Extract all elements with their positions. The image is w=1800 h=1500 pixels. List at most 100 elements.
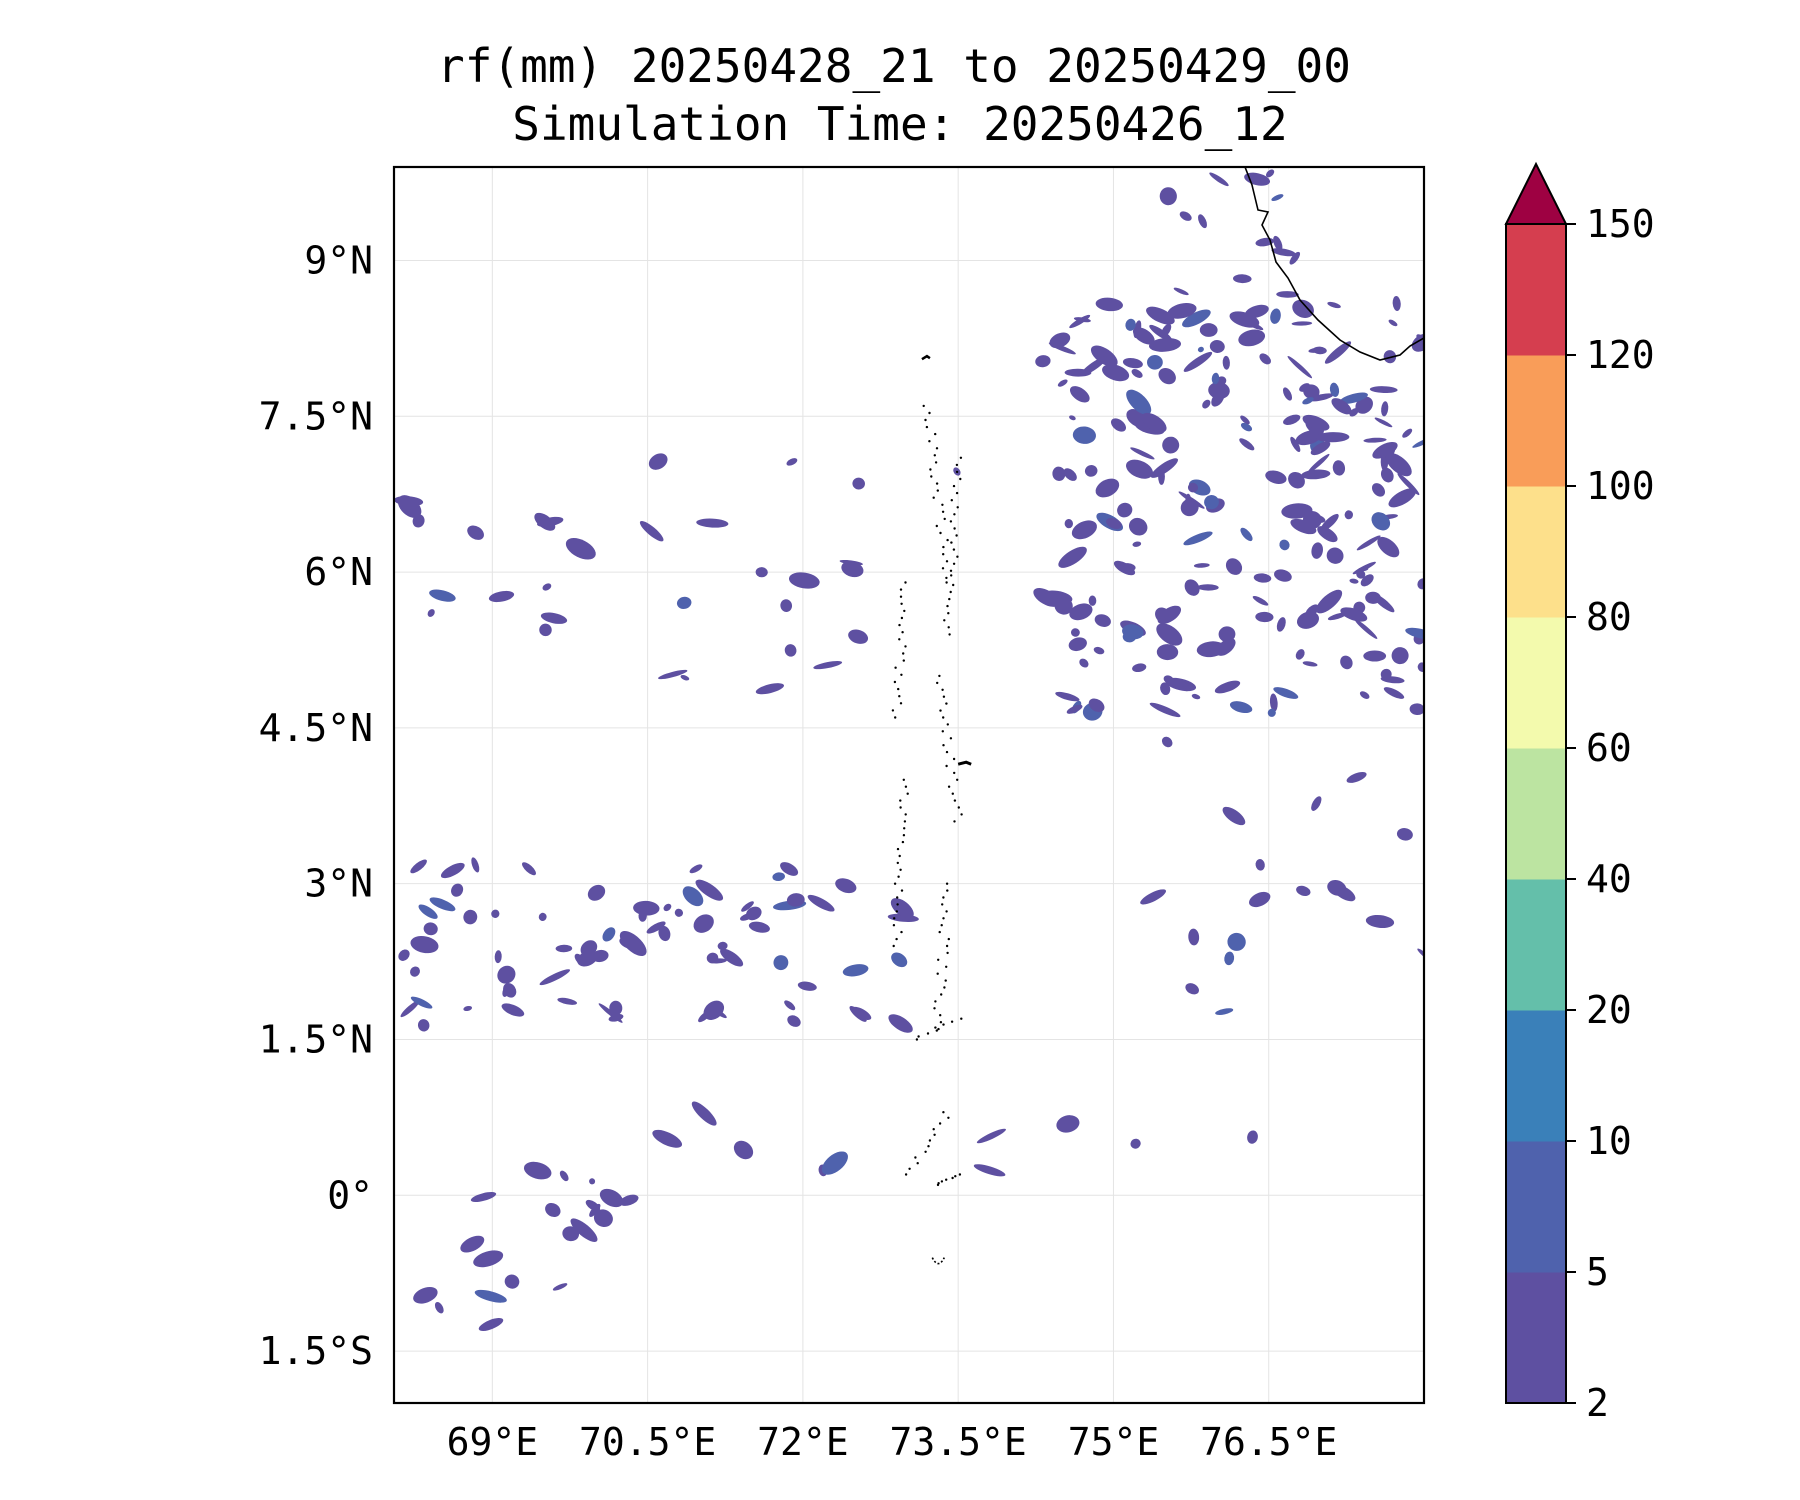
rain-blob (1150, 458, 1179, 478)
rain-blob (1340, 607, 1368, 622)
rain-blob (1288, 471, 1305, 489)
rain-blob (602, 927, 616, 942)
rain-blob (1148, 337, 1182, 352)
rain-blob (788, 572, 820, 589)
rain-blob (591, 949, 609, 963)
atoll-dot (928, 1139, 932, 1142)
rain-blob (470, 1192, 497, 1202)
rain-blob (1269, 693, 1278, 712)
atoll-dot (901, 631, 904, 634)
rain-blob (976, 1128, 1006, 1144)
rain-blob (755, 683, 785, 695)
rain-blob (559, 1170, 569, 1182)
atoll-dot (917, 1035, 920, 1038)
rain-blob (1161, 736, 1173, 748)
rain-blob (1296, 885, 1311, 897)
atoll-dot (896, 847, 900, 851)
latitude-axis: 9°N 7.5°N 6°N 4.5°N 3°N 1.5°N 0° 1.5°S (259, 238, 373, 1373)
rain-blob (1255, 611, 1274, 623)
atoll-dot (959, 456, 963, 459)
island-outline (931, 1257, 946, 1265)
rain-blob (1197, 346, 1204, 353)
atoll-dot (901, 840, 905, 844)
rain-blob (1282, 387, 1293, 401)
rain-blob (1199, 323, 1218, 337)
rain-blob (570, 1218, 598, 1242)
rain-blob (1069, 314, 1091, 329)
atoll-dot (904, 645, 907, 648)
lon-tick-label: 69°E (447, 1420, 539, 1464)
rain-blob (773, 955, 789, 971)
rain-blob (1270, 308, 1281, 324)
rain-blob (451, 883, 464, 897)
rain-blob (821, 1151, 848, 1175)
rain-blob (1211, 372, 1220, 385)
india-coastline (1244, 167, 1424, 361)
island-outline (921, 354, 931, 361)
rain-blob (1383, 350, 1397, 364)
atoll-dot (953, 527, 956, 530)
rain-blob (755, 567, 768, 578)
atoll-dot (936, 972, 939, 975)
atoll-dot (900, 602, 903, 605)
atoll-dot (926, 1032, 930, 1035)
rainfall-field (394, 169, 1424, 1332)
rain-blob (619, 930, 647, 957)
atoll-dot (898, 623, 901, 627)
rain-blob (1072, 426, 1096, 444)
atoll-dot (902, 659, 905, 662)
rain-blob (1240, 527, 1253, 542)
rain-blob (1271, 194, 1284, 202)
atoll-dot (944, 979, 947, 982)
atoll-dot (932, 1128, 935, 1131)
rain-blob (1290, 518, 1317, 535)
rain-blob (1311, 796, 1322, 811)
rain-blob (488, 590, 515, 603)
rain-blob (1253, 573, 1272, 583)
atoll-dot (933, 1007, 936, 1010)
atoll-dot (892, 924, 896, 927)
atoll-dot (899, 806, 902, 809)
atoll-dot (899, 702, 903, 705)
rain-blob (1093, 646, 1105, 655)
atoll-dot (900, 616, 904, 620)
rain-blob (1417, 948, 1424, 961)
rain-blob (1326, 547, 1344, 564)
rain-blob (1088, 698, 1105, 713)
rain-blob (429, 897, 456, 912)
atoll-dot (939, 1014, 942, 1017)
atoll-dot (894, 666, 897, 669)
atoll-dot (947, 626, 950, 629)
rain-blob (1162, 436, 1180, 454)
rain-blob (646, 921, 666, 934)
rain-blob (1163, 675, 1174, 684)
atoll-dot (953, 513, 956, 516)
rain-blob (410, 966, 420, 977)
rain-blob (891, 952, 908, 968)
rain-blob (1147, 354, 1163, 370)
atoll-dot (946, 604, 949, 608)
rain-blob (1355, 396, 1373, 414)
rain-blob (1233, 274, 1252, 284)
atoll-dot (946, 538, 949, 542)
rain-blob (502, 984, 511, 997)
colorbar-tick-label: 2 (1586, 1381, 1609, 1425)
rain-blob (557, 997, 578, 1005)
rain-blob (1371, 483, 1386, 497)
rain-blob (1167, 303, 1197, 319)
colorbar-tick-label: 10 (1586, 1119, 1632, 1163)
atoll-dot (941, 903, 944, 906)
rain-blob (412, 514, 425, 528)
rain-blob (1198, 214, 1207, 229)
atoll-dot (952, 548, 956, 551)
rain-blob (693, 914, 714, 933)
rain-blob (1371, 512, 1391, 531)
rain-blob (1255, 859, 1265, 871)
atoll-dot (956, 778, 959, 781)
rain-blob (1317, 526, 1338, 543)
atoll-dot (934, 1026, 937, 1029)
atoll-dot (960, 1017, 963, 1020)
rain-blob (599, 1188, 624, 1208)
lon-tick-label: 76.5°E (1200, 1420, 1337, 1464)
lat-tick-label: 9°N (304, 238, 373, 282)
